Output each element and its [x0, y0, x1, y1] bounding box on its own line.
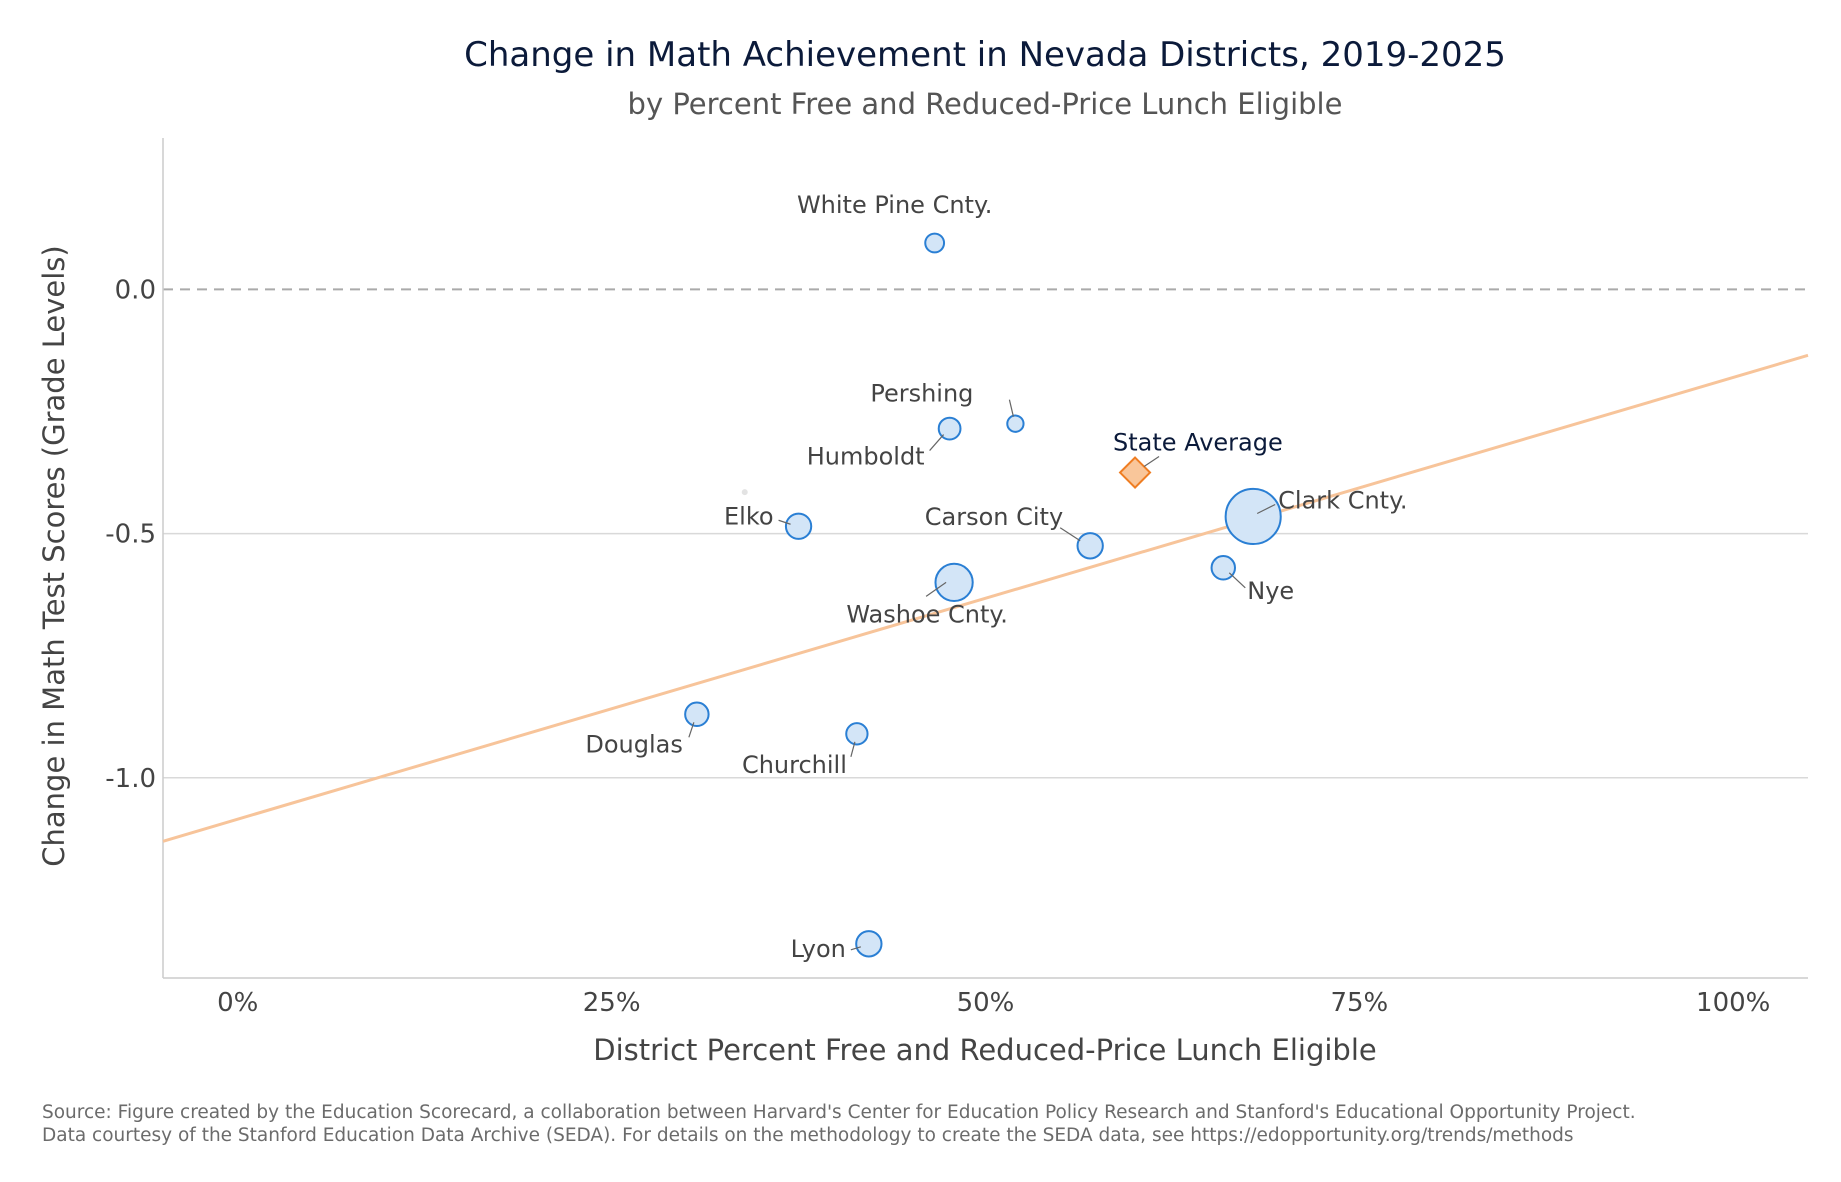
- leader-humboldt: [929, 434, 945, 451]
- point-elko: [784, 512, 813, 540]
- trend-line: [162, 353, 1809, 843]
- y-tick-label-0-5: -0.5: [105, 520, 156, 550]
- state-average-marker: [1118, 456, 1152, 489]
- axes: [162, 138, 1808, 979]
- source-note-line-2: Data courtesy of the Stanford Education …: [42, 1125, 1574, 1146]
- state-average-label: State Average: [1113, 429, 1283, 457]
- leader-churchill: [850, 741, 856, 757]
- point-churchill: [845, 722, 869, 746]
- point-label-nye: Nye: [1247, 577, 1294, 605]
- point-white-pine-cnty: [924, 232, 946, 254]
- point-clark-cnty: [1224, 487, 1282, 546]
- x-tick-label-0: 0%: [217, 988, 258, 1018]
- point-lyon: [855, 930, 883, 958]
- point-label-churchill: Churchill: [742, 751, 847, 779]
- point-carson-city: [1076, 532, 1104, 560]
- point-label-carson-city: Carson City: [925, 503, 1063, 531]
- x-tick-label-100: 100%: [1696, 988, 1770, 1018]
- chart-title: Change in Math Achievement in Nevada Dis…: [464, 35, 1506, 75]
- chart-subtitle: by Percent Free and Reduced-Price Lunch …: [628, 87, 1343, 121]
- point-unlabeled: [741, 489, 748, 496]
- trend-line-group: [162, 353, 1809, 843]
- leader-carson-city: [1059, 527, 1081, 542]
- point-label-pershing: Pershing: [870, 380, 973, 408]
- points-group: [684, 232, 1282, 958]
- tick-labels-group: 0.0 -0.5 -1.0 0% 25% 50% 75% 100%: [105, 275, 1770, 1018]
- y-axis-title: Change in Math Test Scores (Grade Levels…: [37, 245, 71, 866]
- x-tick-label-25: 25%: [583, 988, 641, 1018]
- x-tick-label-50: 50%: [957, 988, 1015, 1018]
- point-humboldt: [937, 416, 962, 441]
- x-axis-title: District Percent Free and Reduced-Price …: [593, 1033, 1377, 1067]
- point-labels-group: White Pine Cnty. Pershing Humboldt Elko Cars…: [585, 191, 1407, 963]
- y-tick-label-1-0: -1.0: [105, 764, 156, 794]
- gridlines: [163, 288, 1808, 779]
- leader-douglas: [688, 722, 695, 738]
- leader-pershing: [1008, 399, 1014, 417]
- leader-lyon: [850, 946, 862, 951]
- point-label-humboldt: Humboldt: [807, 443, 925, 471]
- point-washoe-cnty: [934, 562, 974, 603]
- y-tick-label-0-0: 0.0: [115, 275, 156, 305]
- source-note-line-1: Source: Figure created by the Education …: [42, 1102, 1636, 1123]
- leader-nye: [1228, 572, 1246, 589]
- leader-washoe-cnty: [925, 581, 947, 597]
- leader-state-average: [1143, 456, 1160, 468]
- leader-elko: [778, 519, 791, 525]
- point-label-lyon: Lyon: [791, 935, 846, 963]
- x-tick-label-75: 75%: [1330, 988, 1388, 1018]
- point-nye: [1210, 555, 1236, 581]
- point-label-elko: Elko: [724, 502, 774, 530]
- point-label-clark-cnty: Clark Cnty.: [1278, 486, 1407, 514]
- point-pershing: [1006, 414, 1025, 433]
- point-label-douglas: Douglas: [585, 730, 683, 758]
- point-label-white-pine-cnty: White Pine Cnty.: [797, 191, 992, 219]
- point-label-washoe-cnty: Washoe Cnty.: [846, 600, 1007, 628]
- leader-clark-cnty: [1256, 503, 1276, 515]
- point-douglas: [684, 701, 710, 727]
